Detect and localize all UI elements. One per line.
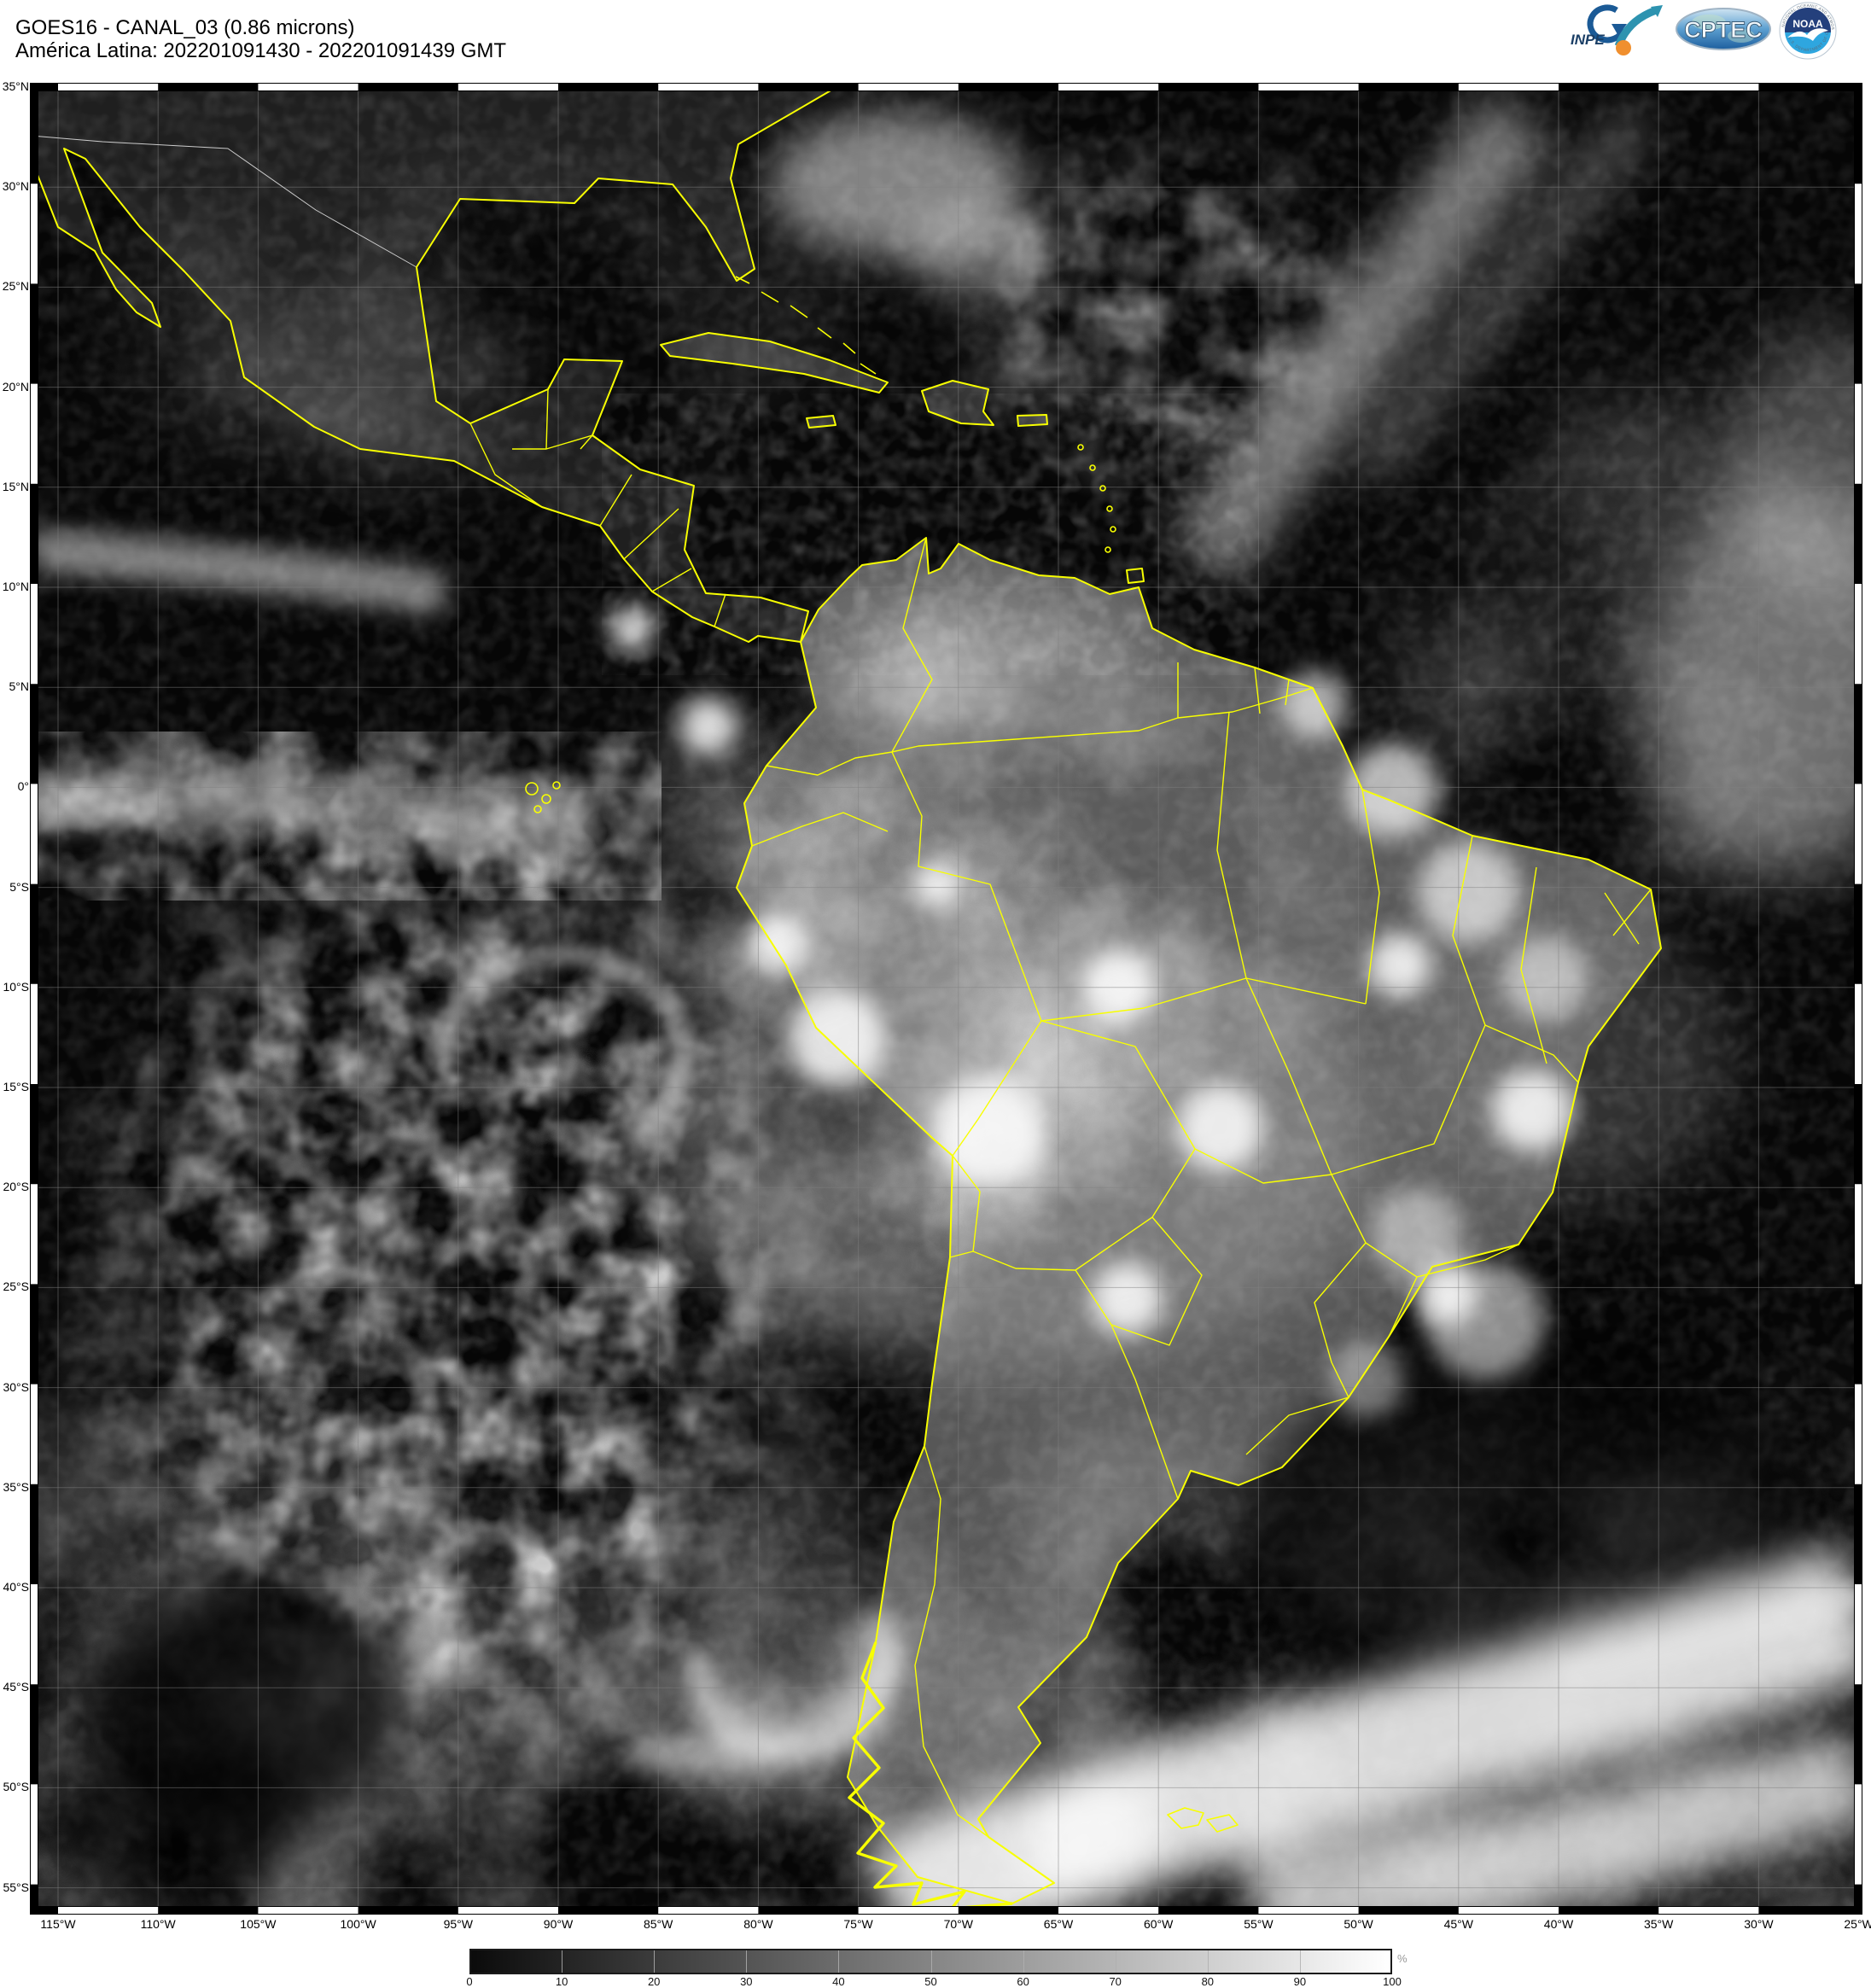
lat-tick-label: 15°S	[3, 1080, 29, 1093]
colorbar-tick	[1207, 1950, 1209, 1973]
lat-tick-label: 45°S	[3, 1680, 29, 1694]
colorbar-tick	[1023, 1950, 1024, 1973]
lat-tick-label: 5°S	[9, 879, 29, 894]
colorbar-tick-label: 90	[1293, 1975, 1307, 1988]
product-subtitle-timerange: América Latina: 202201091430 - 202201091…	[15, 39, 507, 62]
lat-tick-label: 25°N	[2, 279, 29, 294]
lat-tick-label: 20°N	[2, 379, 29, 394]
lon-tick-label: 35°W	[1643, 1917, 1674, 1931]
colorbar-tick-label: 60	[1017, 1975, 1029, 1988]
colorbar-tick	[838, 1950, 840, 1973]
country-state-borders	[469, 388, 1652, 1838]
noaa-emblem-icon	[1785, 8, 1831, 54]
inpe-label: INPE	[1571, 32, 1605, 48]
us-mexico-border-line	[38, 136, 417, 268]
colorbar-tick-label: 80	[1201, 1975, 1215, 1988]
lat-tick-label: 35°N	[2, 79, 29, 93]
lon-tick-label: 45°W	[1443, 1917, 1473, 1931]
lat-tick-label: 30°N	[2, 179, 29, 194]
satellite-map	[30, 83, 1862, 1915]
colorbar-tick-label: 20	[647, 1975, 661, 1988]
lat-tick-label: 35°S	[3, 1479, 29, 1494]
map-frame	[30, 83, 1862, 1915]
bahamas-antilles-outline	[735, 276, 1116, 553]
lat-tick-label: 10°N	[2, 580, 29, 593]
noaa-logo: NOAA NATIONAL OCEANIC AND ATMOSPHERIC AD…	[1779, 2, 1837, 60]
satellite-imagery	[38, 90, 1855, 1907]
colorbar-tick	[654, 1950, 656, 1973]
lat-tick-label: 50°S	[3, 1780, 29, 1794]
galapagos-outline	[525, 781, 561, 813]
lon-tick-label: 105°W	[240, 1917, 277, 1931]
noaa-seagull-icon	[1787, 28, 1828, 41]
south-america-coastline	[736, 537, 1662, 1904]
lon-tick-label: 60°W	[1143, 1917, 1174, 1931]
falkland-islands-outline	[1167, 1807, 1239, 1833]
colorbar-tick-label: 50	[924, 1975, 937, 1988]
coastline-borders-overlay	[38, 90, 1662, 1907]
colorbar-tick	[1299, 1950, 1301, 1973]
cptec-label: CPTEC	[1684, 17, 1763, 43]
lat-tick-label: 0°	[17, 779, 29, 794]
colorbar-tick-label: 0	[466, 1975, 473, 1988]
colorbar-unit-label: %	[1397, 1952, 1408, 1965]
product-title: GOES16 - CANAL_03 (0.86 microns)	[15, 16, 355, 39]
lat-tick-label: 55°S	[3, 1880, 29, 1894]
lat-tick-label: 5°N	[9, 679, 30, 694]
lon-tick-label: 30°W	[1744, 1917, 1774, 1931]
lon-tick-label: 100°W	[340, 1917, 376, 1931]
caribbean-islands-outline	[660, 332, 1145, 584]
lat-tick-label: 20°S	[3, 1180, 29, 1194]
latlon-gridlines	[38, 90, 1855, 1907]
lat-tick-label: 25°S	[3, 1280, 29, 1294]
lon-tick-label: 25°W	[1844, 1917, 1871, 1931]
colorbar-tick-label: 40	[832, 1975, 845, 1988]
lon-tick-label: 85°W	[643, 1917, 673, 1931]
colorbar-tick-label: 70	[1109, 1975, 1122, 1988]
lon-tick-label: 70°W	[943, 1917, 973, 1931]
lon-tick-label: 90°W	[543, 1917, 574, 1931]
lat-tick-label: 15°N	[2, 479, 29, 493]
lon-tick-label: 110°W	[140, 1917, 176, 1931]
north-central-america-coastline	[38, 90, 833, 643]
lon-tick-label: 40°W	[1543, 1917, 1574, 1931]
chilean-fjords-coastline	[848, 1641, 1013, 1907]
lon-tick-label: 65°W	[1043, 1917, 1074, 1931]
lon-tick-label: 50°W	[1344, 1917, 1373, 1931]
lon-tick-label: 115°W	[40, 1917, 76, 1931]
colorbar-tick	[746, 1950, 748, 1973]
inpe-swoosh-icon	[1587, 4, 1663, 55]
noaa-label: NOAA	[1792, 18, 1823, 30]
inpe-logo: INPE	[1571, 4, 1663, 55]
colorbar-tick-label: 30	[740, 1975, 753, 1988]
lon-tick-label: 95°W	[443, 1917, 473, 1931]
lat-tick-label: 40°S	[3, 1580, 29, 1594]
colorbar-tick-label: 100	[1383, 1975, 1402, 1988]
colorbar-tick-label: 10	[555, 1975, 568, 1988]
lon-tick-label: 75°W	[843, 1917, 873, 1931]
lon-tick-label: 80°W	[743, 1917, 773, 1931]
lat-tick-label: 10°S	[3, 979, 29, 994]
cptec-logo: CPTEC	[1676, 8, 1771, 50]
lon-tick-label: 55°W	[1244, 1917, 1274, 1931]
lat-tick-label: 30°S	[3, 1379, 29, 1394]
colorbar-tick	[930, 1950, 932, 1973]
